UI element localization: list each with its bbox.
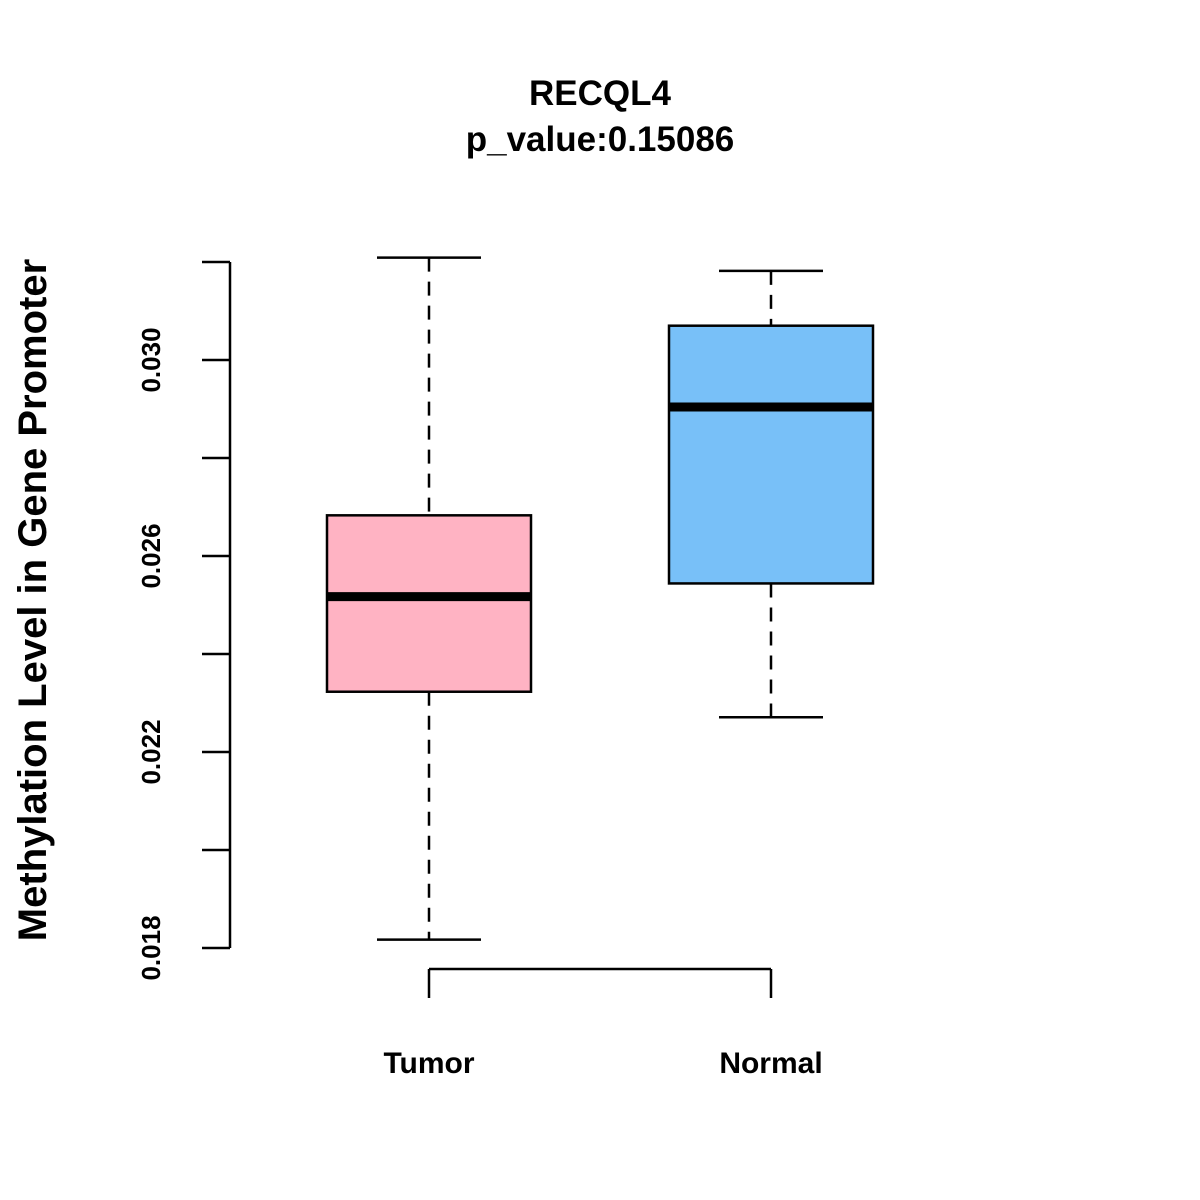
x-tick-label: Normal — [719, 1047, 822, 1080]
x-tick-label: Tumor — [383, 1047, 474, 1080]
y-tick-label: 0.030 — [136, 327, 166, 392]
box-tumor — [325, 514, 533, 693]
y-axis: 0.018 0.022 0.026 0.030 — [136, 260, 232, 981]
x-axis: Tumor Normal — [383, 967, 823, 1080]
chart-subtitle: p_value:0.15086 — [466, 120, 735, 159]
y-tick-label: 0.018 — [136, 915, 166, 980]
box-group-normal — [667, 269, 875, 719]
y-tick-label: 0.022 — [136, 719, 166, 784]
chart-title: RECQL4 — [529, 74, 672, 113]
y-axis-label: Methylation Level in Gene Promoter — [11, 259, 55, 941]
box-normal — [667, 324, 875, 585]
boxes — [325, 256, 875, 941]
box-group-tumor — [325, 256, 533, 941]
y-tick-label: 0.026 — [136, 523, 166, 588]
